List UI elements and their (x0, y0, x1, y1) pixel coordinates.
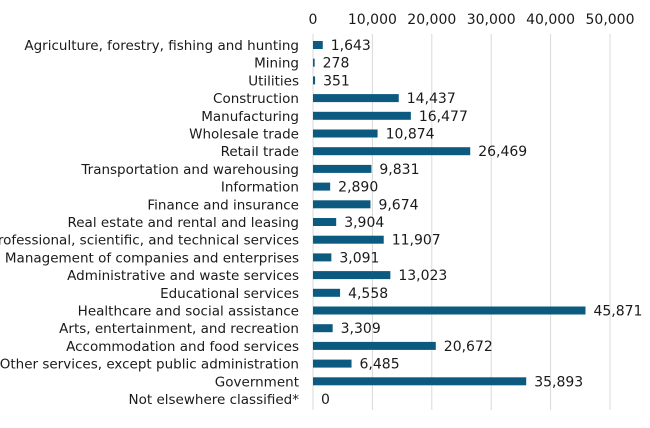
category-label: Agriculture, forestry, fishing and hunti… (24, 38, 299, 54)
bar (313, 253, 332, 262)
bar (313, 182, 331, 191)
x-tick-label: 0 (309, 12, 318, 28)
x-tick-label: 10,000 (348, 12, 397, 28)
x-tick-label: 30,000 (467, 12, 516, 28)
category-label: Professional, scientific, and technical … (0, 233, 299, 249)
category-label: Manufacturing (201, 109, 299, 125)
category-label: Finance and insurance (147, 197, 299, 213)
x-tick-label: 50,000 (586, 12, 635, 28)
category-label: Utilities (248, 73, 299, 89)
category-label: Other services, except public administra… (0, 357, 299, 373)
bar (313, 218, 337, 226)
data-label: 26,469 (478, 144, 527, 160)
bar (313, 271, 391, 280)
data-label: 14,437 (407, 91, 456, 107)
bar (313, 41, 323, 49)
data-label: 20,672 (444, 339, 493, 355)
category-label: Wholesale trade (189, 127, 299, 143)
data-label: 351 (323, 73, 350, 89)
bar (313, 164, 372, 173)
bar (313, 147, 471, 156)
category-label: Real estate and rental and leasing (67, 215, 299, 231)
bar (313, 306, 586, 315)
data-label: 16,477 (419, 109, 468, 125)
data-label: 278 (323, 56, 350, 72)
category-labels: Agriculture, forestry, fishing and hunti… (0, 38, 299, 408)
category-label: Information (221, 180, 299, 196)
bar (313, 324, 333, 333)
bars (313, 41, 586, 386)
data-label: 35,893 (534, 374, 583, 390)
bar (313, 129, 378, 138)
bar (313, 111, 411, 120)
bar (313, 377, 527, 386)
data-label: 9,831 (379, 162, 419, 178)
category-label: Administrative and waste services (67, 268, 299, 284)
data-label: 3,309 (341, 321, 381, 337)
data-label: 13,023 (398, 268, 447, 284)
bar (313, 94, 399, 103)
data-label: 10,874 (386, 127, 435, 143)
category-label: Accommodation and food services (66, 339, 299, 355)
category-label: Educational services (160, 286, 299, 302)
category-label: Mining (254, 56, 299, 72)
data-label: 0 (321, 392, 330, 408)
category-label: Arts, entertainment, and recreation (59, 321, 299, 337)
category-label: Government (215, 374, 299, 390)
data-label: 2,890 (338, 180, 378, 196)
data-label: 3,091 (339, 250, 379, 266)
bar (313, 341, 436, 350)
category-label: Construction (213, 91, 299, 107)
x-axis-ticks: 0 10,000 20,000 30,000 40,000 50,000 (309, 12, 635, 28)
data-label: 11,907 (392, 233, 441, 249)
data-label: 9,674 (378, 197, 418, 213)
data-label: 3,904 (344, 215, 384, 231)
category-label: Retail trade (221, 144, 299, 160)
bar (313, 288, 341, 297)
data-label: 45,871 (593, 304, 642, 320)
data-label: 4,558 (348, 286, 388, 302)
category-label: Transportation and warehousing (80, 162, 299, 178)
category-label: Management of companies and enterprises (5, 250, 299, 266)
bar (313, 200, 371, 209)
category-label: Healthcare and social assistance (78, 304, 299, 320)
x-tick-label: 40,000 (526, 12, 575, 28)
data-label: 6,485 (360, 357, 400, 373)
bar (313, 58, 315, 67)
bar (313, 359, 352, 368)
data-label: 1,643 (331, 38, 371, 54)
bar (313, 235, 384, 244)
x-tick-label: 20,000 (407, 12, 456, 28)
category-label: Not elsewhere classified* (129, 392, 300, 408)
bar (313, 76, 316, 85)
